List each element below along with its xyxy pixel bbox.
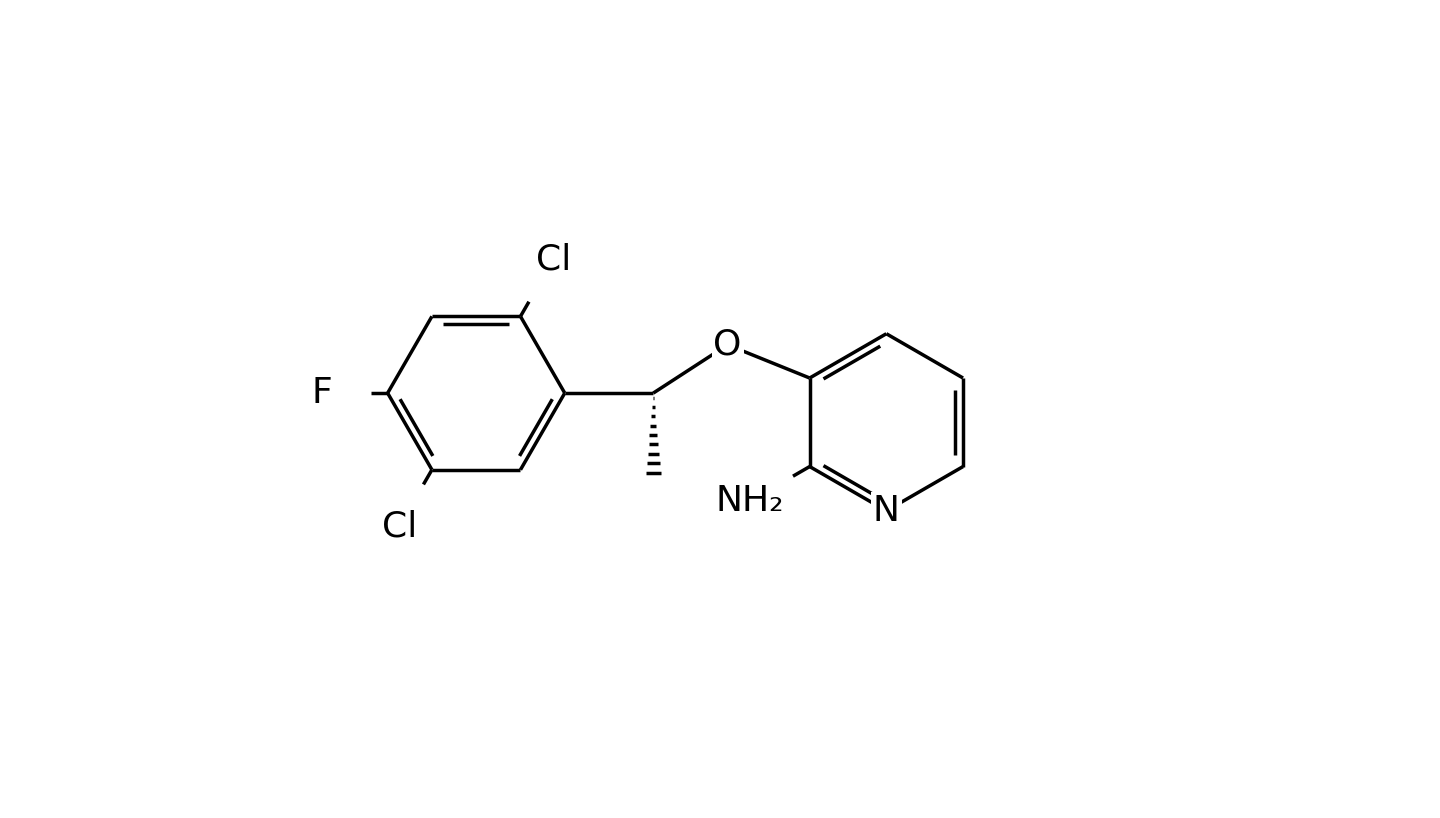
Text: NH₂: NH₂ bbox=[716, 484, 783, 519]
Text: Cl: Cl bbox=[382, 510, 416, 543]
Text: N: N bbox=[873, 494, 900, 528]
Text: F: F bbox=[312, 376, 333, 410]
Text: O: O bbox=[713, 328, 742, 362]
Text: Cl: Cl bbox=[536, 243, 570, 276]
